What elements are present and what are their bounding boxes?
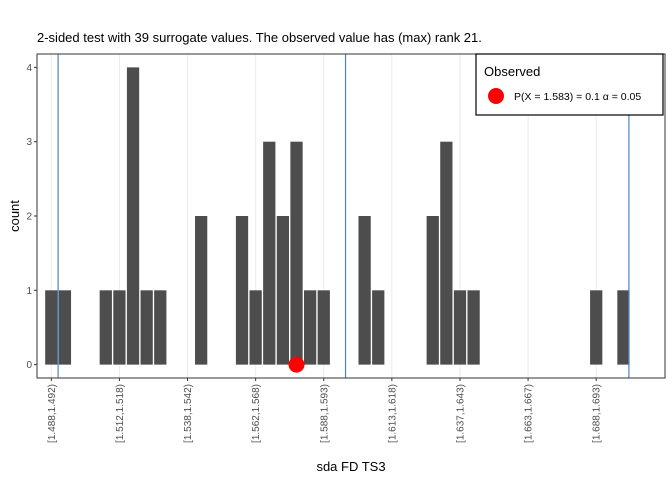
histogram-bar <box>58 290 72 365</box>
observed-point <box>288 356 305 373</box>
y-axis-title: count <box>7 200 22 232</box>
legend: Observed P(X = 1.583) = 0.1 α = 0.05 <box>475 53 664 116</box>
histogram-bar <box>276 216 290 365</box>
legend-title: Observed <box>484 64 540 79</box>
x-tick-label: [1.488,1.492) <box>47 384 58 443</box>
histogram-bar <box>426 216 439 365</box>
x-tick-label: [1.512,1.518) <box>115 384 126 443</box>
histogram-bar <box>453 290 467 365</box>
histogram-bar <box>617 290 630 365</box>
histogram-bar <box>467 290 480 365</box>
histogram-bar <box>290 141 303 365</box>
legend-key-point <box>488 88 504 104</box>
x-tick-label: [1.538,1.542) <box>183 384 194 443</box>
y-tick-label: 3 <box>26 137 32 148</box>
histogram-bar <box>263 141 276 365</box>
histogram-bar <box>235 216 249 365</box>
x-tick-label: [1.588,1.593) <box>319 384 330 443</box>
y-tick-label: 2 <box>26 212 32 223</box>
x-tick-label: [1.613,1.618) <box>387 384 398 443</box>
histogram-bar <box>317 290 330 365</box>
x-tick-label: [1.663,1.667) <box>524 384 535 443</box>
x-axis-title: sda FD TS3 <box>316 459 385 474</box>
histogram-bar <box>140 290 153 365</box>
histogram-bar <box>113 290 126 365</box>
x-tick-label: [1.562,1.568) <box>251 384 262 443</box>
histogram-bar <box>590 290 603 365</box>
histogram-bar <box>372 290 385 365</box>
x-tick-label: [1.688,1.693) <box>592 384 603 443</box>
histogram-bar <box>358 216 371 365</box>
y-tick-label: 1 <box>26 286 32 297</box>
chart-title: 2-sided test with 39 surrogate values. T… <box>37 30 482 45</box>
histogram-bar <box>45 290 58 365</box>
histogram-bar <box>304 290 317 365</box>
y-tick-label: 4 <box>26 63 32 74</box>
histogram-bar <box>126 67 140 365</box>
histogram-bar <box>154 290 167 365</box>
histogram-bar <box>99 290 112 365</box>
legend-label: P(X = 1.583) = 0.1 α = 0.05 <box>514 91 641 103</box>
legend-box <box>475 53 664 116</box>
histogram-bar <box>440 141 453 365</box>
y-tick-label: 0 <box>26 360 32 371</box>
histogram-bar <box>249 290 262 365</box>
histogram-bar <box>195 216 208 365</box>
x-tick-label: [1.637,1.643) <box>455 384 466 443</box>
